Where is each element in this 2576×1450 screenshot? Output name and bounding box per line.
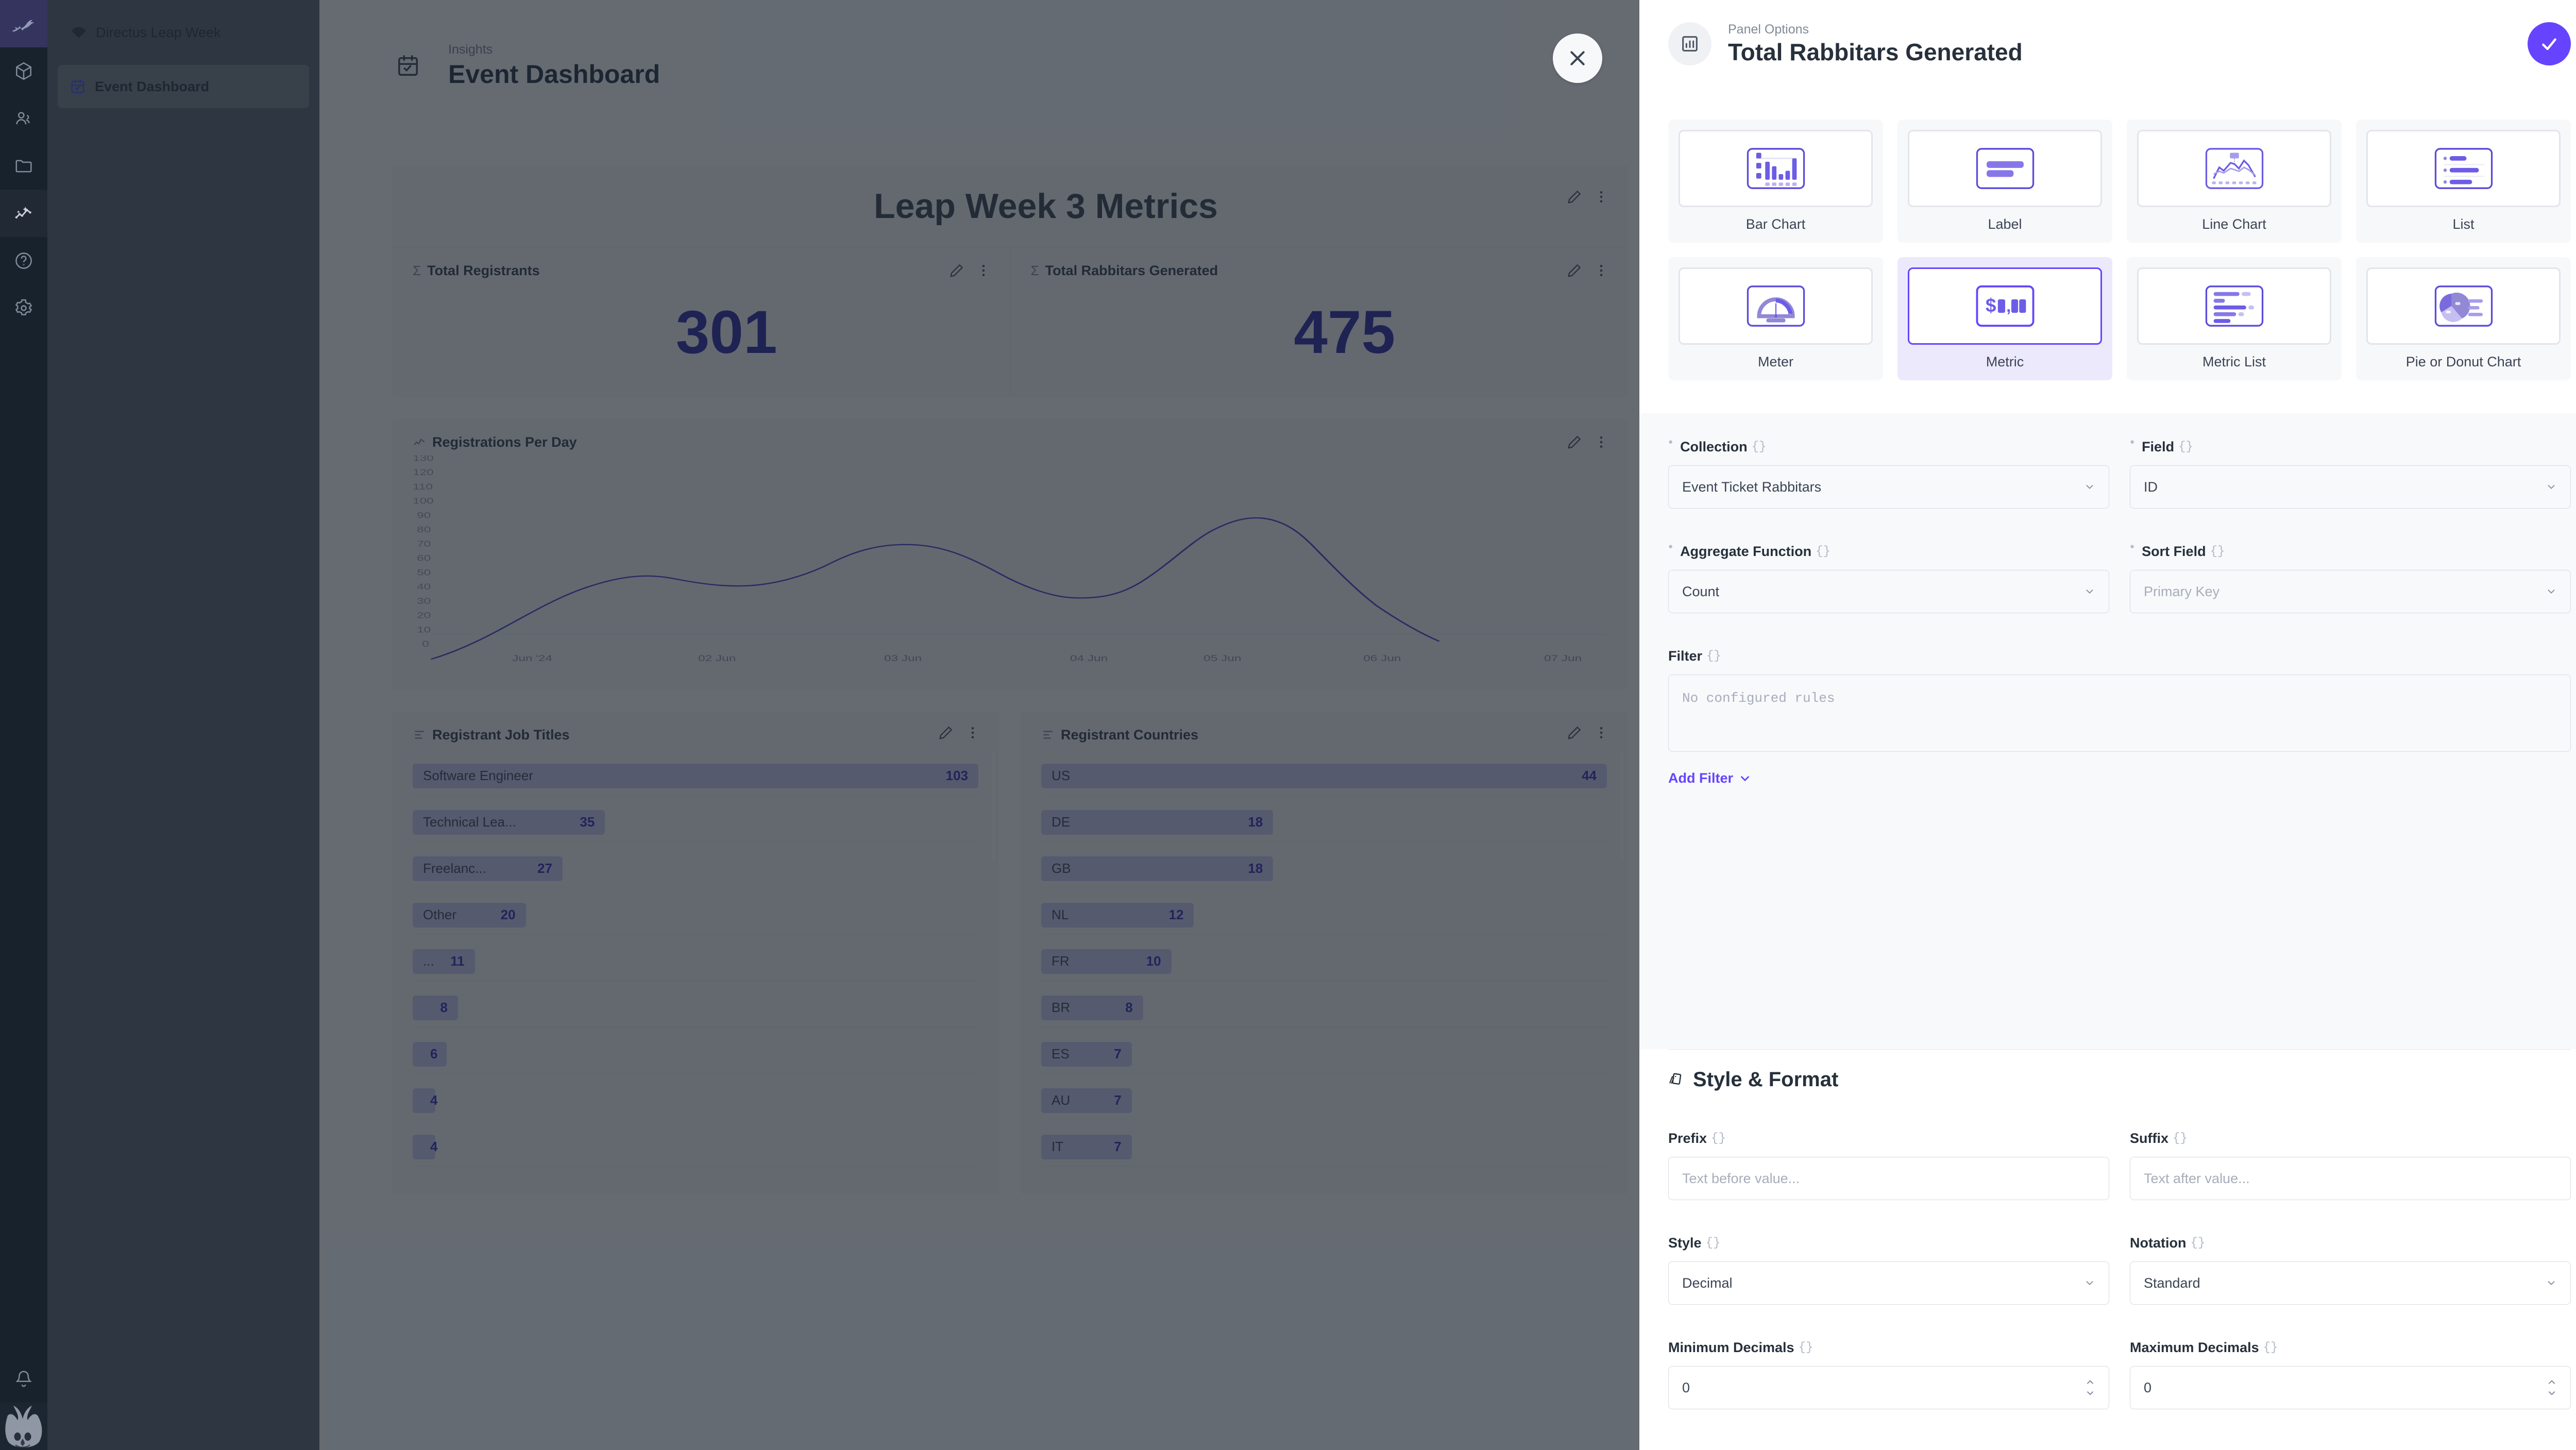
svg-text:$: $	[1985, 294, 1996, 316]
svg-text:,: ,	[2006, 296, 2011, 315]
